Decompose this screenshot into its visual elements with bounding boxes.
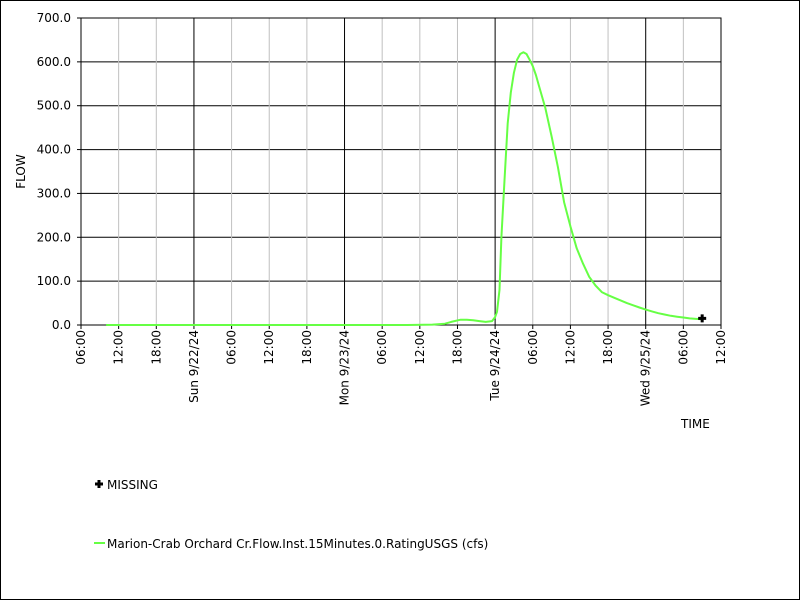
legend: MISSING Marion-Crab Orchard Cr.Flow.Inst…	[94, 478, 488, 551]
y-tick-label: 200.0	[37, 230, 71, 244]
y-tick-label: 400.0	[37, 143, 71, 157]
x-tick-label: 06:00	[225, 330, 239, 365]
x-tick-label: Mon 9/23/24	[338, 330, 352, 405]
y-tick-label: 300.0	[37, 186, 71, 200]
legend-item-missing: MISSING	[95, 478, 158, 492]
series-group	[106, 51, 703, 326]
y-tick-label: 700.0	[37, 11, 71, 25]
missing-point	[698, 314, 707, 323]
y-tick-label: 500.0	[37, 99, 71, 113]
series-line	[106, 51, 703, 326]
x-tick-label: 12:00	[112, 330, 126, 365]
y-axis-label: FLOW	[14, 154, 28, 189]
y-tick-label: 100.0	[37, 274, 71, 288]
x-tick-label: 12:00	[563, 330, 577, 365]
grid	[81, 17, 721, 326]
x-tick-label: 18:00	[450, 330, 464, 365]
missing-marker-icon	[95, 480, 103, 488]
y-axis-ticks: 0.0 100.0 200.0 300.0 400.0 500.0 600.0 700.0	[37, 11, 81, 332]
missing-markers	[698, 314, 707, 323]
x-tick-label: 18:00	[601, 330, 615, 365]
x-tick-label: 18:00	[149, 330, 163, 365]
x-tick-label: 12:00	[413, 330, 427, 365]
x-axis-label: TIME	[680, 417, 710, 431]
y-tick-label: 0.0	[52, 318, 71, 332]
x-axis-ticks: 06:00 12:00 18:00 Sun 9/22/24 06:00 12:00 18:0…	[74, 325, 728, 406]
legend-missing-label: MISSING	[107, 478, 158, 492]
x-tick-label: 18:00	[300, 330, 314, 365]
x-tick-label: 06:00	[526, 330, 540, 365]
x-tick-label: 06:00	[74, 330, 88, 365]
legend-item-series: Marion-Crab Orchard Cr.Flow.Inst.15Minut…	[94, 537, 488, 551]
y-tick-label: 600.0	[37, 55, 71, 69]
x-tick-label: Sun 9/22/24	[187, 330, 201, 403]
plot-area	[80, 17, 722, 326]
x-tick-label: 12:00	[262, 330, 276, 365]
legend-series-label: Marion-Crab Orchard Cr.Flow.Inst.15Minut…	[107, 537, 488, 551]
x-tick-label: Wed 9/25/24	[639, 330, 653, 406]
x-tick-label: Tue 9/24/24	[488, 330, 502, 402]
x-tick-label: 06:00	[676, 330, 690, 365]
x-tick-label: 12:00	[714, 330, 728, 365]
x-tick-label: 06:00	[375, 330, 389, 365]
